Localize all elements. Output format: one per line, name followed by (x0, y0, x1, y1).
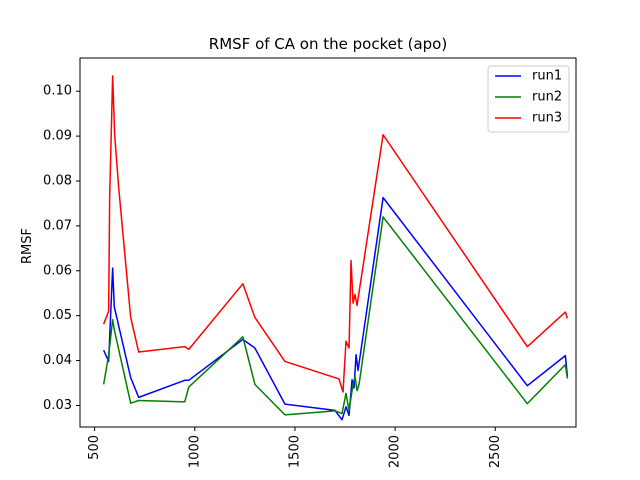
series-line-run1 (102, 196, 569, 421)
y-axis-title: RMSF (20, 228, 35, 264)
legend-label-run3: run3 (532, 111, 562, 126)
legend-label-run1: run1 (532, 69, 562, 84)
legend-label-run2: run2 (532, 90, 562, 105)
chart-title: RMSF of CA on the pocket (apo) (209, 35, 447, 53)
y-tick-label: 0.03 (43, 398, 72, 413)
tick-layer: 500 1000 1500 2000 2500 0.03 0.04 0.05 0.06 0.07 0… (43, 84, 503, 468)
series-line-run3 (102, 75, 569, 393)
y-tick-label: 0.06 (43, 263, 72, 278)
y-tick-label: 0.10 (43, 84, 72, 99)
x-tick-label: 2500 (488, 435, 503, 468)
series-line-run2 (102, 216, 569, 416)
plot-frame (79, 57, 577, 428)
y-tick-label: 0.07 (43, 218, 72, 233)
y-tick-label: 0.04 (43, 353, 72, 368)
x-tick-label: 2000 (388, 435, 403, 468)
y-tick-label: 0.05 (43, 308, 72, 323)
x-tick-label: 1500 (287, 435, 302, 468)
x-tick-label: 1000 (187, 435, 202, 468)
series-layer (102, 75, 569, 421)
y-tick-label: 0.08 (43, 174, 72, 189)
y-tick-label: 0.09 (43, 129, 72, 144)
legend-box (487, 65, 570, 133)
x-tick-label: 500 (87, 435, 102, 460)
legend: run1 run2 run3 (487, 65, 570, 133)
